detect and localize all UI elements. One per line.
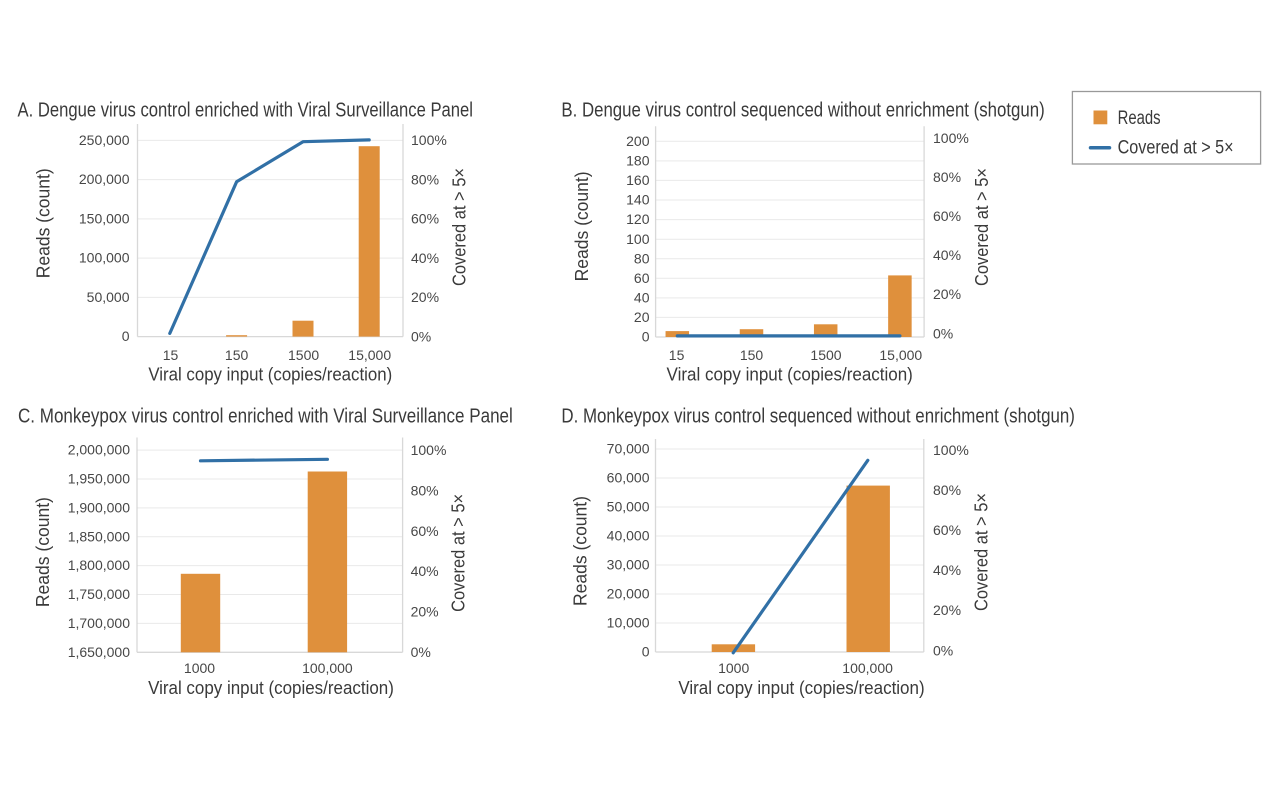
svg-text:70,000: 70,000 xyxy=(607,441,650,457)
svg-text:40%: 40% xyxy=(933,247,961,263)
svg-text:50,000: 50,000 xyxy=(607,499,650,515)
svg-text:Reads: Reads xyxy=(1118,108,1161,129)
svg-text:100,000: 100,000 xyxy=(79,250,130,266)
svg-text:100%: 100% xyxy=(933,130,969,146)
svg-text:60%: 60% xyxy=(411,211,439,227)
svg-text:Reads (count): Reads (count) xyxy=(33,497,53,607)
svg-text:50,000: 50,000 xyxy=(87,289,130,305)
svg-text:100: 100 xyxy=(626,231,650,247)
svg-text:Covered at > 5×: Covered at > 5× xyxy=(450,168,470,286)
svg-text:100,000: 100,000 xyxy=(842,660,893,676)
svg-text:80%: 80% xyxy=(933,169,961,185)
svg-text:Covered at > 5×: Covered at > 5× xyxy=(448,494,468,612)
svg-text:1500: 1500 xyxy=(288,347,319,363)
svg-text:100%: 100% xyxy=(411,442,447,458)
svg-text:Viral copy input (copies/react: Viral copy input (copies/reaction) xyxy=(148,678,394,698)
svg-text:15: 15 xyxy=(163,347,179,363)
svg-text:20,000: 20,000 xyxy=(607,586,650,602)
svg-text:150: 150 xyxy=(740,347,764,363)
svg-text:0%: 0% xyxy=(933,325,953,341)
svg-text:Reads (count): Reads (count) xyxy=(34,168,54,278)
svg-text:40%: 40% xyxy=(411,250,439,266)
svg-text:Reads (count): Reads (count) xyxy=(571,496,591,606)
svg-text:150: 150 xyxy=(225,347,249,363)
svg-text:80%: 80% xyxy=(933,482,961,498)
svg-text:200,000: 200,000 xyxy=(79,171,130,187)
svg-text:180: 180 xyxy=(626,153,650,169)
svg-text:120: 120 xyxy=(626,211,650,227)
svg-text:0: 0 xyxy=(642,329,650,345)
svg-text:60%: 60% xyxy=(933,208,961,224)
svg-text:1,750,000: 1,750,000 xyxy=(68,586,130,602)
svg-text:40%: 40% xyxy=(411,563,439,579)
svg-text:B. Dengue virus control sequen: B. Dengue virus control sequenced withou… xyxy=(561,99,1044,121)
svg-text:D. Monkeypox virus control seq: D. Monkeypox virus control sequenced wit… xyxy=(561,406,1075,428)
svg-text:150,000: 150,000 xyxy=(79,211,130,227)
svg-text:15,000: 15,000 xyxy=(348,347,391,363)
svg-text:0%: 0% xyxy=(411,328,431,344)
svg-text:15,000: 15,000 xyxy=(879,347,922,363)
svg-text:Viral copy input (copies/react: Viral copy input (copies/reaction) xyxy=(678,678,924,698)
svg-text:1,800,000: 1,800,000 xyxy=(68,557,130,573)
svg-text:20%: 20% xyxy=(933,602,961,618)
svg-text:10,000: 10,000 xyxy=(607,615,650,631)
svg-text:80%: 80% xyxy=(411,482,439,498)
svg-text:1,700,000: 1,700,000 xyxy=(68,615,130,631)
svg-text:1,950,000: 1,950,000 xyxy=(68,471,130,487)
svg-text:40,000: 40,000 xyxy=(607,528,650,544)
svg-text:1000: 1000 xyxy=(718,660,749,676)
svg-text:C. Monkeypox virus control enr: C. Monkeypox virus control enriched with… xyxy=(18,406,513,428)
svg-text:20: 20 xyxy=(634,309,650,325)
svg-text:40: 40 xyxy=(634,290,650,306)
svg-text:0%: 0% xyxy=(933,642,953,658)
svg-text:Reads (count): Reads (count) xyxy=(572,171,592,281)
svg-text:A. Dengue virus control enrich: A. Dengue virus control enriched with Vi… xyxy=(18,99,474,121)
svg-text:15: 15 xyxy=(669,347,685,363)
svg-text:Viral copy input (copies/react: Viral copy input (copies/reaction) xyxy=(667,365,913,385)
svg-text:1,850,000: 1,850,000 xyxy=(68,528,130,544)
svg-text:100,000: 100,000 xyxy=(302,660,353,676)
svg-text:80%: 80% xyxy=(411,171,439,187)
svg-text:1000: 1000 xyxy=(184,660,215,676)
svg-text:100%: 100% xyxy=(933,442,969,458)
svg-text:20%: 20% xyxy=(933,286,961,302)
svg-text:60%: 60% xyxy=(933,522,961,538)
svg-text:2,000,000: 2,000,000 xyxy=(68,442,130,458)
svg-text:1500: 1500 xyxy=(810,347,841,363)
svg-text:0%: 0% xyxy=(411,644,431,660)
svg-text:60,000: 60,000 xyxy=(607,470,650,486)
svg-text:80: 80 xyxy=(634,250,650,266)
svg-text:1,650,000: 1,650,000 xyxy=(68,644,130,660)
svg-text:20%: 20% xyxy=(411,604,439,620)
svg-text:0: 0 xyxy=(642,644,650,660)
svg-text:0: 0 xyxy=(122,328,130,344)
svg-text:60: 60 xyxy=(634,270,650,286)
svg-text:60%: 60% xyxy=(411,523,439,539)
svg-text:Covered at > 5×: Covered at > 5× xyxy=(972,168,992,286)
svg-text:200: 200 xyxy=(626,133,650,149)
svg-text:40%: 40% xyxy=(933,562,961,578)
svg-text:Covered at > 5×: Covered at > 5× xyxy=(1118,137,1234,158)
svg-text:Covered at > 5×: Covered at > 5× xyxy=(972,493,992,611)
svg-text:Viral copy input (copies/react: Viral copy input (copies/reaction) xyxy=(148,365,392,385)
svg-text:160: 160 xyxy=(626,172,650,188)
svg-text:1,900,000: 1,900,000 xyxy=(68,500,130,516)
svg-text:140: 140 xyxy=(626,192,650,208)
svg-text:250,000: 250,000 xyxy=(79,132,130,148)
svg-text:100%: 100% xyxy=(411,132,447,148)
svg-text:30,000: 30,000 xyxy=(607,557,650,573)
svg-text:20%: 20% xyxy=(411,289,439,305)
